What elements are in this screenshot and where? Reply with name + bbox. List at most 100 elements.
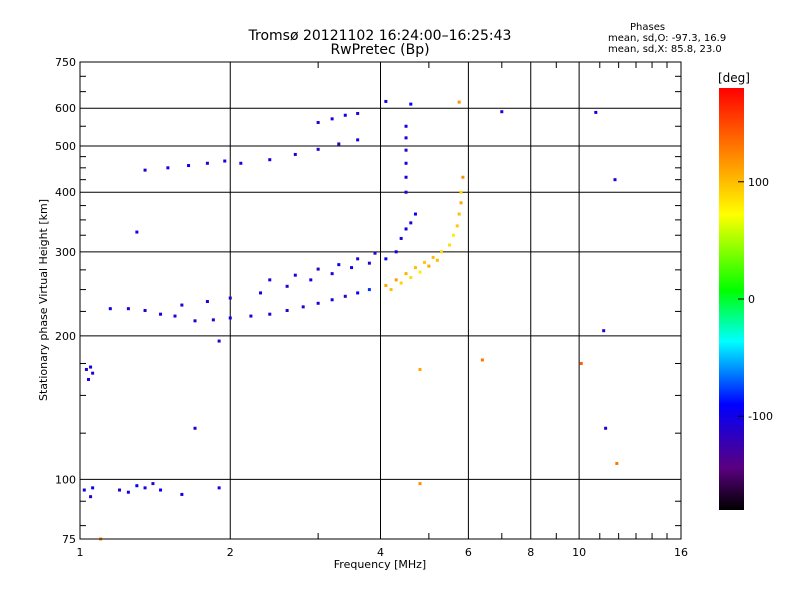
data-point — [427, 264, 431, 268]
data-point — [285, 308, 289, 312]
data-point — [418, 270, 422, 274]
data-point — [108, 307, 112, 311]
data-point — [193, 426, 197, 430]
data-point — [316, 147, 320, 151]
data-point — [330, 298, 334, 302]
data-point — [135, 484, 139, 488]
data-point — [143, 486, 147, 490]
data-point — [330, 117, 334, 121]
data-point — [268, 278, 272, 282]
data-point — [193, 319, 197, 323]
data-point — [89, 365, 93, 369]
data-point — [135, 230, 139, 234]
data-point — [604, 426, 608, 430]
data-point — [435, 258, 439, 262]
x-tick-label: 1 — [77, 546, 84, 559]
data-point — [459, 190, 463, 194]
phase-stats-heading: Phases — [630, 22, 666, 33]
data-point — [337, 142, 341, 146]
x-axis-label: Frequency [MHz] — [334, 558, 426, 571]
data-point — [404, 227, 408, 231]
data-point — [309, 278, 313, 282]
data-point — [431, 255, 435, 259]
data-point — [228, 296, 232, 300]
data-point — [82, 488, 86, 492]
y-tick-label: 500 — [55, 140, 76, 153]
data-point — [249, 314, 253, 318]
colorbar-ticks: 100 0 -100 — [738, 176, 773, 423]
data-point — [205, 161, 209, 165]
data-point — [356, 111, 360, 115]
data-point — [180, 492, 184, 496]
x-tick-label: 16 — [674, 546, 688, 559]
data-point — [228, 316, 232, 320]
data-point — [448, 243, 452, 247]
data-point — [159, 488, 163, 492]
y-tick-label: 750 — [55, 56, 76, 69]
data-point — [404, 190, 408, 194]
data-point — [356, 257, 360, 261]
data-point — [399, 281, 403, 285]
data-point — [350, 266, 354, 270]
data-point — [316, 301, 320, 305]
plot-frame — [79, 61, 682, 540]
data-point — [217, 339, 221, 343]
data-point — [285, 284, 289, 288]
y-tick-label: 75 — [62, 533, 76, 546]
y-axis-label: Stationary phase Virtual Height [km] — [37, 199, 50, 401]
data-point — [422, 260, 426, 264]
data-point — [440, 250, 444, 254]
data-point — [367, 288, 371, 292]
data-point — [91, 371, 95, 375]
data-point — [594, 110, 598, 114]
data-point — [268, 312, 272, 316]
colorbar-tick-label: 0 — [748, 293, 755, 306]
chart-grid — [80, 62, 681, 539]
x-tick-label: 6 — [465, 546, 472, 559]
chart-title-line1: Tromsø 20121102 16:24:00–16:25:43 — [248, 28, 512, 44]
data-point — [367, 261, 371, 265]
data-point — [615, 461, 619, 465]
data-point — [87, 377, 91, 381]
data-point — [126, 490, 130, 494]
data-point — [399, 236, 403, 240]
data-point — [239, 161, 243, 165]
data-point — [409, 221, 413, 225]
data-point — [404, 175, 408, 179]
y-tick-label: 100 — [55, 473, 76, 486]
data-point — [455, 224, 459, 228]
colorbar-label: [deg] — [718, 71, 750, 85]
data-point — [389, 288, 393, 292]
data-point — [480, 358, 484, 362]
data-point — [404, 272, 408, 276]
data-point — [166, 166, 170, 170]
data-point — [293, 273, 297, 277]
data-point — [413, 266, 417, 270]
data-point — [418, 367, 422, 371]
data-point — [404, 124, 408, 128]
data-point — [343, 294, 347, 298]
data-point — [451, 233, 455, 237]
data-point — [143, 308, 147, 312]
chart-title-line2: RwPretec (Bp) — [330, 42, 430, 58]
y-tick-label: 600 — [55, 102, 76, 115]
y-tick-label: 400 — [55, 186, 76, 199]
data-point — [409, 276, 413, 280]
data-point — [394, 278, 398, 282]
data-point — [211, 318, 215, 322]
data-point — [330, 272, 334, 276]
data-point — [205, 300, 209, 304]
data-point — [404, 136, 408, 140]
data-point — [126, 307, 130, 311]
data-point — [356, 138, 360, 142]
data-point — [457, 100, 461, 104]
data-point — [384, 257, 388, 261]
data-point — [373, 251, 377, 255]
data-point — [356, 291, 360, 295]
data-point — [151, 482, 155, 486]
phase-stats-o: mean, sd,O: -97.3, 16.9 — [608, 33, 727, 44]
x-tick-label: 8 — [527, 546, 534, 559]
data-point — [84, 367, 88, 371]
data-point — [394, 250, 398, 254]
